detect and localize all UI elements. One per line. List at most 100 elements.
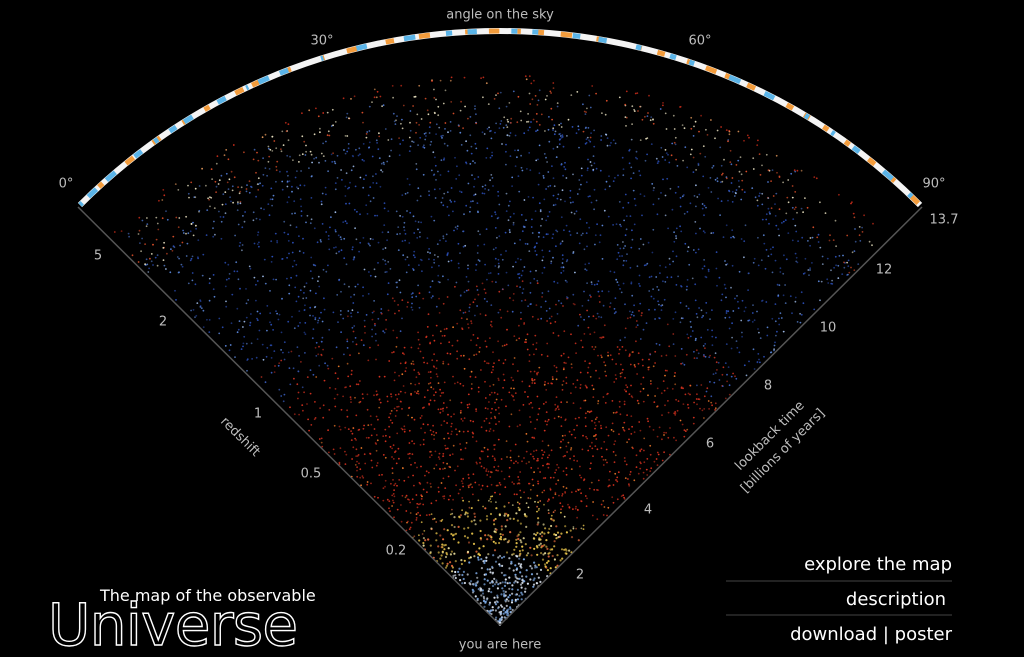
galaxy-dot (521, 575, 524, 578)
galaxy-dot (478, 484, 480, 486)
galaxy-dot (565, 487, 568, 489)
galaxy-dot (264, 167, 267, 170)
galaxy-dot (559, 198, 562, 201)
galaxy-dot (404, 233, 407, 235)
galaxy-dot (442, 538, 445, 541)
galaxy-dot (454, 576, 457, 580)
galaxy-dot (326, 134, 329, 137)
galaxy-dot (623, 496, 625, 499)
galaxy-dot (774, 259, 777, 262)
galaxy-dot (434, 391, 437, 394)
galaxy-dot (437, 255, 439, 258)
galaxy-dot (335, 246, 337, 249)
menu-explore[interactable]: explore the map (804, 554, 952, 575)
galaxy-dot (282, 144, 285, 147)
galaxy-dot (374, 275, 377, 278)
galaxy-dot (533, 278, 536, 280)
galaxy-dot (509, 531, 512, 534)
galaxy-dot (346, 347, 349, 349)
galaxy-dot (497, 465, 500, 468)
galaxy-dot (589, 161, 592, 163)
galaxy-dot (481, 282, 484, 285)
galaxy-dot (543, 451, 546, 453)
galaxy-dot (647, 112, 649, 114)
galaxy-dot (429, 450, 431, 453)
galaxy-dot (527, 129, 530, 132)
galaxy-dot (409, 110, 412, 112)
galaxy-dot (611, 496, 614, 499)
galaxy-dot (629, 471, 632, 473)
galaxy-dot (456, 228, 459, 230)
galaxy-dot (409, 129, 412, 132)
galaxy-dot (566, 401, 568, 403)
galaxy-dot (500, 253, 502, 256)
galaxy-dot (529, 488, 532, 491)
galaxy-dot (481, 131, 484, 134)
galaxy-dot (405, 271, 408, 274)
galaxy-dot (463, 76, 466, 79)
galaxy-dot (602, 464, 605, 466)
galaxy-dot (517, 577, 520, 580)
galaxy-dot (728, 327, 731, 330)
galaxy-dot (438, 458, 441, 460)
galaxy-dot (475, 408, 477, 411)
galaxy-dot (560, 216, 563, 219)
galaxy-dot (365, 133, 368, 135)
galaxy-dot (415, 295, 418, 298)
galaxy-dot (673, 231, 675, 234)
galaxy-dot (444, 543, 447, 547)
galaxy-dot (463, 527, 466, 530)
galaxy-dot (641, 312, 643, 314)
galaxy-dot (392, 479, 394, 481)
galaxy-dot (682, 403, 685, 405)
galaxy-dot (511, 481, 514, 484)
galaxy-dot (194, 283, 197, 286)
galaxy-dot (464, 105, 466, 108)
galaxy-dot (299, 184, 302, 187)
galaxy-dot (507, 120, 509, 123)
galaxy-dot (714, 137, 716, 140)
galaxy-dot (531, 232, 534, 234)
galaxy-dot (593, 348, 595, 351)
galaxy-dot (328, 451, 330, 454)
galaxy-dot (145, 225, 148, 228)
galaxy-dot (467, 473, 470, 476)
galaxy-dot (508, 581, 511, 585)
galaxy-dot (581, 232, 584, 235)
galaxy-dot (535, 348, 538, 351)
galaxy-dot (565, 445, 568, 448)
galaxy-dot (575, 210, 578, 213)
galaxy-dot (674, 383, 677, 386)
galaxy-dot (554, 471, 556, 474)
galaxy-dot (664, 374, 666, 377)
galaxy-dot (556, 554, 559, 557)
galaxy-dot (182, 229, 185, 232)
galaxy-dot (170, 248, 172, 251)
galaxy-dot (520, 591, 523, 594)
galaxy-dot (418, 539, 421, 542)
galaxy-dot (580, 316, 582, 318)
galaxy-dot (505, 192, 508, 195)
galaxy-dot (498, 203, 501, 206)
galaxy-dot (511, 584, 514, 587)
menu-download[interactable]: download | poster (790, 624, 952, 645)
galaxy-dot (376, 90, 379, 93)
galaxy-dot (484, 292, 487, 294)
galaxy-dot (288, 180, 291, 183)
galaxy-dot (371, 311, 374, 314)
galaxy-dot (489, 393, 491, 396)
galaxy-dot (635, 466, 638, 468)
galaxy-dot (292, 367, 295, 370)
galaxy-dot (521, 579, 524, 582)
galaxy-dot (520, 586, 523, 589)
galaxy-dot (476, 337, 479, 340)
galaxy-dot (368, 141, 371, 144)
galaxy-dot (557, 334, 560, 337)
galaxy-dot (694, 339, 697, 342)
galaxy-dot (510, 117, 513, 120)
galaxy-dot (268, 155, 271, 158)
galaxy-dot (438, 452, 441, 455)
menu-description[interactable]: description (846, 589, 946, 610)
galaxy-dot (426, 389, 429, 392)
galaxy-dot (422, 407, 424, 409)
